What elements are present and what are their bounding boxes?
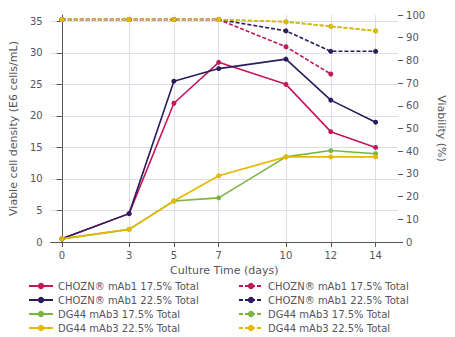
- svg-text:10: 10: [280, 250, 293, 261]
- svg-text:10: 10: [406, 214, 419, 225]
- svg-text:25: 25: [30, 79, 43, 90]
- svg-text:CHOZN® mAb1 22.5% Total: CHOZN® mAb1 22.5% Total: [268, 295, 409, 306]
- svg-text:15: 15: [30, 142, 43, 153]
- svg-text:0: 0: [59, 250, 65, 261]
- svg-text:30: 30: [30, 47, 43, 58]
- svg-text:7: 7: [216, 250, 222, 261]
- svg-text:12: 12: [324, 250, 337, 261]
- svg-text:DG44 mAb3 22.5% Total: DG44 mAb3 22.5% Total: [268, 323, 390, 334]
- svg-text:70: 70: [406, 78, 419, 89]
- svg-text:60: 60: [406, 100, 419, 111]
- svg-text:DG44 mAb3 17.5% Total: DG44 mAb3 17.5% Total: [268, 309, 390, 320]
- svg-text:10: 10: [30, 173, 43, 184]
- svg-text:CHOZN® mAb1 22.5% Total: CHOZN® mAb1 22.5% Total: [58, 295, 199, 306]
- svg-text:0: 0: [406, 237, 412, 248]
- svg-text:3: 3: [126, 250, 132, 261]
- svg-text:20: 20: [30, 110, 43, 121]
- svg-text:DG44 mAb3 17.5% Total: DG44 mAb3 17.5% Total: [58, 309, 180, 320]
- svg-text:5: 5: [36, 205, 42, 216]
- svg-text:Viability (%): Viability (%): [435, 95, 448, 162]
- svg-text:CHOZN® mAb1 17.5% Total: CHOZN® mAb1 17.5% Total: [58, 281, 199, 292]
- svg-text:14: 14: [369, 250, 382, 261]
- svg-text:Culture Time (days): Culture Time (days): [170, 264, 279, 277]
- svg-text:80: 80: [406, 55, 419, 66]
- svg-text:40: 40: [406, 146, 419, 157]
- svg-text:0: 0: [36, 237, 42, 248]
- svg-text:20: 20: [406, 191, 419, 202]
- svg-text:90: 90: [406, 32, 419, 43]
- svg-text:Viable cell density (E6 cells/: Viable cell density (E6 cells/mL): [7, 41, 20, 216]
- svg-text:CHOZN® mAb1 17.5% Total: CHOZN® mAb1 17.5% Total: [268, 281, 409, 292]
- svg-text:100: 100: [406, 10, 425, 21]
- svg-text:30: 30: [406, 168, 419, 179]
- svg-text:DG44 mAb3 22.5% Total: DG44 mAb3 22.5% Total: [58, 323, 180, 334]
- svg-text:35: 35: [30, 16, 43, 27]
- svg-text:50: 50: [406, 123, 419, 134]
- svg-text:5: 5: [171, 250, 177, 261]
